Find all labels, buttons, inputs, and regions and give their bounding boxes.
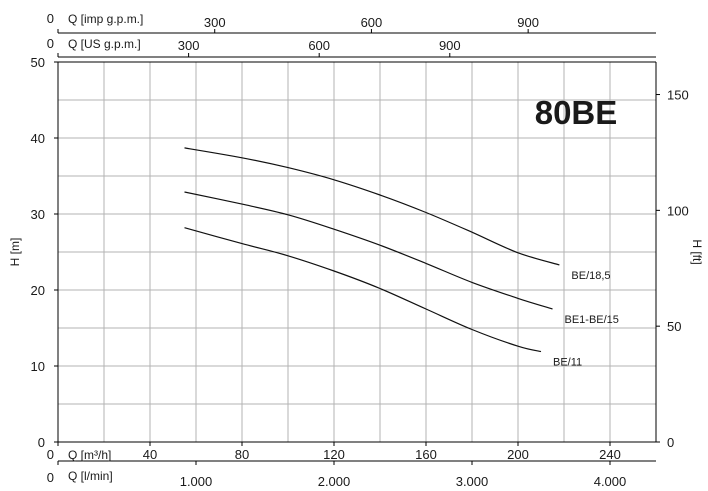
m3h-tick-label: 0 <box>47 447 54 462</box>
left-y-axis-label: H [m] <box>8 238 22 267</box>
left-y-tick-label: 20 <box>31 283 45 298</box>
imp-gpm-axis-label: Q [imp g.p.m.] <box>68 12 143 26</box>
left-y-tick-label: 40 <box>31 131 45 146</box>
curve-line <box>184 227 542 353</box>
imp-gpm-tick-label: 600 <box>361 15 383 30</box>
chart-title: 80BE <box>535 94 618 131</box>
right-y-tick-label: 0 <box>667 435 674 450</box>
lmin-tick-label: 2.000 <box>318 474 351 489</box>
right-y-axis-label: H [ft] <box>690 239 704 264</box>
left-y-tick-label: 10 <box>31 359 45 374</box>
curve-label: BE1-BE/15 <box>565 314 619 326</box>
us-gpm-tick-label: 0 <box>47 36 54 51</box>
m3h-tick-label: 240 <box>599 447 621 462</box>
left-y-tick-label: 30 <box>31 207 45 222</box>
curve-label: BE/18,5 <box>571 270 610 282</box>
m3h-tick-label: 200 <box>507 447 529 462</box>
lmin-tick-label: 1.000 <box>180 474 213 489</box>
lmin-tick-label: 4.000 <box>594 474 627 489</box>
imp-gpm-tick-label: 0 <box>47 11 54 26</box>
m3h-tick-label: 80 <box>235 447 249 462</box>
performance-curves: BE/18,5 BE1-BE/15 BE/11 <box>184 147 619 369</box>
grid <box>58 62 656 442</box>
curve-label: BE/11 <box>553 357 582 369</box>
m3h-axis-label: Q [m³/h] <box>68 448 111 462</box>
imp-gpm-tick-label: 900 <box>517 15 539 30</box>
left-y-tick-label: 0 <box>38 435 45 450</box>
us-gpm-tick-label: 300 <box>178 38 200 53</box>
m3h-tick-label: 40 <box>143 447 157 462</box>
m3h-tick-label: 120 <box>323 447 345 462</box>
lmin-tick-label: 3.000 <box>456 474 489 489</box>
curve-line <box>184 191 553 310</box>
left-y-tick-label: 50 <box>31 55 45 70</box>
curve-line <box>184 147 560 266</box>
us-gpm-tick-label: 900 <box>439 38 461 53</box>
us-gpm-axis-label: Q [US g.p.m.] <box>68 37 141 51</box>
right-y-tick-label: 150 <box>667 88 689 103</box>
m3h-tick-label: 160 <box>415 447 437 462</box>
lmin-axis-label: Q [l/min] <box>68 469 113 483</box>
right-y-tick-label: 100 <box>667 203 689 218</box>
lmin-tick-label: 0 <box>47 470 54 485</box>
imp-gpm-tick-label: 300 <box>204 15 226 30</box>
us-gpm-tick-label: 600 <box>308 38 330 53</box>
right-y-tick-label: 50 <box>667 319 681 334</box>
